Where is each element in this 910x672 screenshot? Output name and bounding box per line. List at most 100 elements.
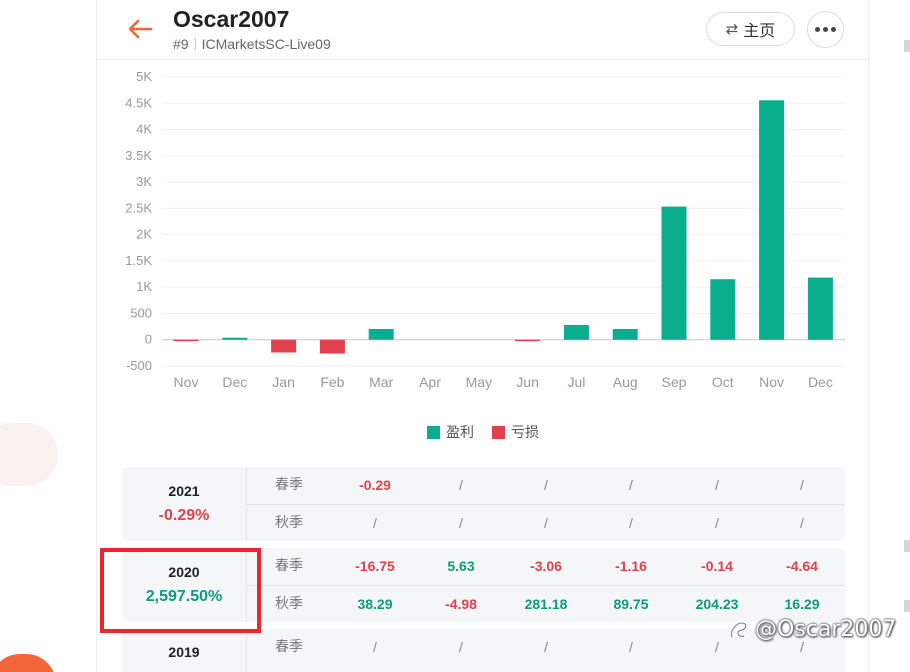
season-label: 春季 xyxy=(275,558,303,574)
season-value: -1.16 xyxy=(615,558,647,574)
trader-detail-panel: Oscar2007 #9 ICMarketsSC-Live09 ⇄ 主页 5K 4… xyxy=(96,0,869,672)
header: Oscar2007 #9 ICMarketsSC-Live09 ⇄ 主页 xyxy=(97,0,869,60)
chart-legend: 盈利 亏损 xyxy=(97,422,869,442)
x-tick-label: Apr xyxy=(419,374,441,390)
season-value: 5.63 xyxy=(447,558,475,574)
y-tick-label: 3.5K xyxy=(125,148,152,163)
more-button[interactable] xyxy=(807,11,844,48)
x-tick-label: Mar xyxy=(369,374,393,390)
legend-label: 盈利 xyxy=(446,425,474,441)
right-side-panel xyxy=(868,0,910,672)
bar-jan[interactable] xyxy=(271,339,297,353)
y-tick-label: 2.5K xyxy=(125,200,152,215)
y-tick-label: 2K xyxy=(136,227,152,242)
x-tick-label: Jan xyxy=(272,374,295,390)
x-tick-label: Oct xyxy=(712,374,734,390)
season-label: 春季 xyxy=(275,477,303,493)
watermark-text: @Oscar2007 xyxy=(755,617,897,642)
trader-rank: #9 xyxy=(173,36,189,52)
year-cell[interactable]: 2021 -0.29% xyxy=(122,467,246,541)
season-label: 秋季 xyxy=(275,596,303,612)
season-label: 秋季 xyxy=(275,515,303,531)
season-value: / xyxy=(373,515,377,531)
season-value: / xyxy=(544,515,548,531)
year-total: 2,597.50% xyxy=(145,588,223,605)
highlight-box xyxy=(100,548,261,633)
season-value: -0.29 xyxy=(359,477,391,493)
y-tick-label: 3K xyxy=(136,174,152,189)
season-value: / xyxy=(715,639,719,655)
legend-profit[interactable]: 盈利 xyxy=(427,422,474,442)
background-decoration xyxy=(0,423,58,486)
trader-name: Oscar2007 xyxy=(173,6,290,32)
y-tick-label: 4.5K xyxy=(125,95,152,110)
y-tick-label: 0 xyxy=(145,332,152,347)
legend-loss[interactable]: 亏损 xyxy=(492,422,539,442)
swap-icon: ⇄ xyxy=(725,20,739,38)
year-row-2020: 2020 2,597.50% 春季 -16.75 5.63 -3.06 -1.1… xyxy=(122,548,845,622)
season-value: / xyxy=(459,639,463,655)
year-cell[interactable]: 2020 2,597.50% xyxy=(122,548,246,622)
bar-nov[interactable] xyxy=(173,339,199,342)
year-row-2021: 2021 -0.29% 春季 -0.29 / / / / / 秋季 / / / … xyxy=(122,467,845,541)
bar-jun[interactable] xyxy=(515,339,541,342)
bar-feb[interactable] xyxy=(319,339,345,354)
social-logo-icon xyxy=(730,621,747,638)
home-button[interactable]: ⇄ 主页 xyxy=(706,12,795,46)
trader-subtitle: #9 ICMarketsSC-Live09 xyxy=(173,36,331,52)
season-row: 春季 -16.75 5.63 -3.06 -1.16 -0.14 -4.64 xyxy=(247,548,845,585)
right-side-mark xyxy=(904,540,910,552)
y-tick-label: 500 xyxy=(130,305,152,320)
y-tick-label: -500 xyxy=(126,358,152,373)
background-decoration xyxy=(0,654,56,672)
x-tick-label: Feb xyxy=(320,374,344,390)
season-value: / xyxy=(715,515,719,531)
year-row-2019: 2019 春季 / / / / / / xyxy=(122,629,845,672)
year-label: 2020 xyxy=(168,564,200,580)
legend-swatch xyxy=(492,425,505,439)
right-side-mark xyxy=(904,600,910,612)
x-tick-label: Jul xyxy=(567,374,585,390)
season-value: 204.23 xyxy=(695,596,739,612)
season-value: -0.14 xyxy=(701,558,733,574)
y-tick-label: 5K xyxy=(136,69,152,84)
legend-swatch xyxy=(427,425,440,439)
bar-dec[interactable] xyxy=(222,337,248,340)
bar-dec[interactable] xyxy=(807,277,833,340)
bar-mar[interactable] xyxy=(368,328,394,340)
season-value: 281.18 xyxy=(524,596,568,612)
bar-nov[interactable] xyxy=(759,100,785,340)
year-label: 2021 xyxy=(168,483,200,499)
monthly-profit-chart: 5K 4.5K 4K 3.5K 3K 2.5K 2K 1.5K 1K 500 0 -500 Nov Dec… xyxy=(125,69,845,390)
season-value: -3.06 xyxy=(530,558,562,574)
home-button-label: 主页 xyxy=(743,21,776,40)
season-value: / xyxy=(544,639,548,655)
season-row: 秋季 38.29 -4.98 281.18 89.75 204.23 16.29 xyxy=(247,585,845,622)
season-value: / xyxy=(373,639,377,655)
y-tick-label: 4K xyxy=(136,122,152,137)
season-value: / xyxy=(459,477,463,493)
back-button[interactable] xyxy=(125,14,155,44)
right-side-mark xyxy=(904,40,910,52)
x-tick-label: Nov xyxy=(759,374,784,390)
watermark: @Oscar2007 xyxy=(727,617,896,642)
bar-aug[interactable] xyxy=(612,328,638,340)
year-cell[interactable]: 2019 xyxy=(122,629,246,672)
bar-oct[interactable] xyxy=(710,279,736,340)
bar-sep[interactable] xyxy=(661,206,687,340)
season-value: / xyxy=(629,515,633,531)
season-value: / xyxy=(800,639,804,655)
season-value: 38.29 xyxy=(357,596,393,612)
bar-jul[interactable] xyxy=(563,324,589,340)
season-value: / xyxy=(800,477,804,493)
season-row: 秋季 / / / / / / xyxy=(247,504,845,541)
season-row: 春季 -0.29 / / / / / xyxy=(247,467,845,504)
x-tick-label: Jun xyxy=(516,374,539,390)
year-label: 2019 xyxy=(168,644,200,660)
legend-label: 亏损 xyxy=(511,425,539,441)
season-label: 春季 xyxy=(275,639,303,655)
season-value: / xyxy=(800,515,804,531)
y-tick-label: 1K xyxy=(136,279,152,294)
x-tick-label: Nov xyxy=(174,374,199,390)
